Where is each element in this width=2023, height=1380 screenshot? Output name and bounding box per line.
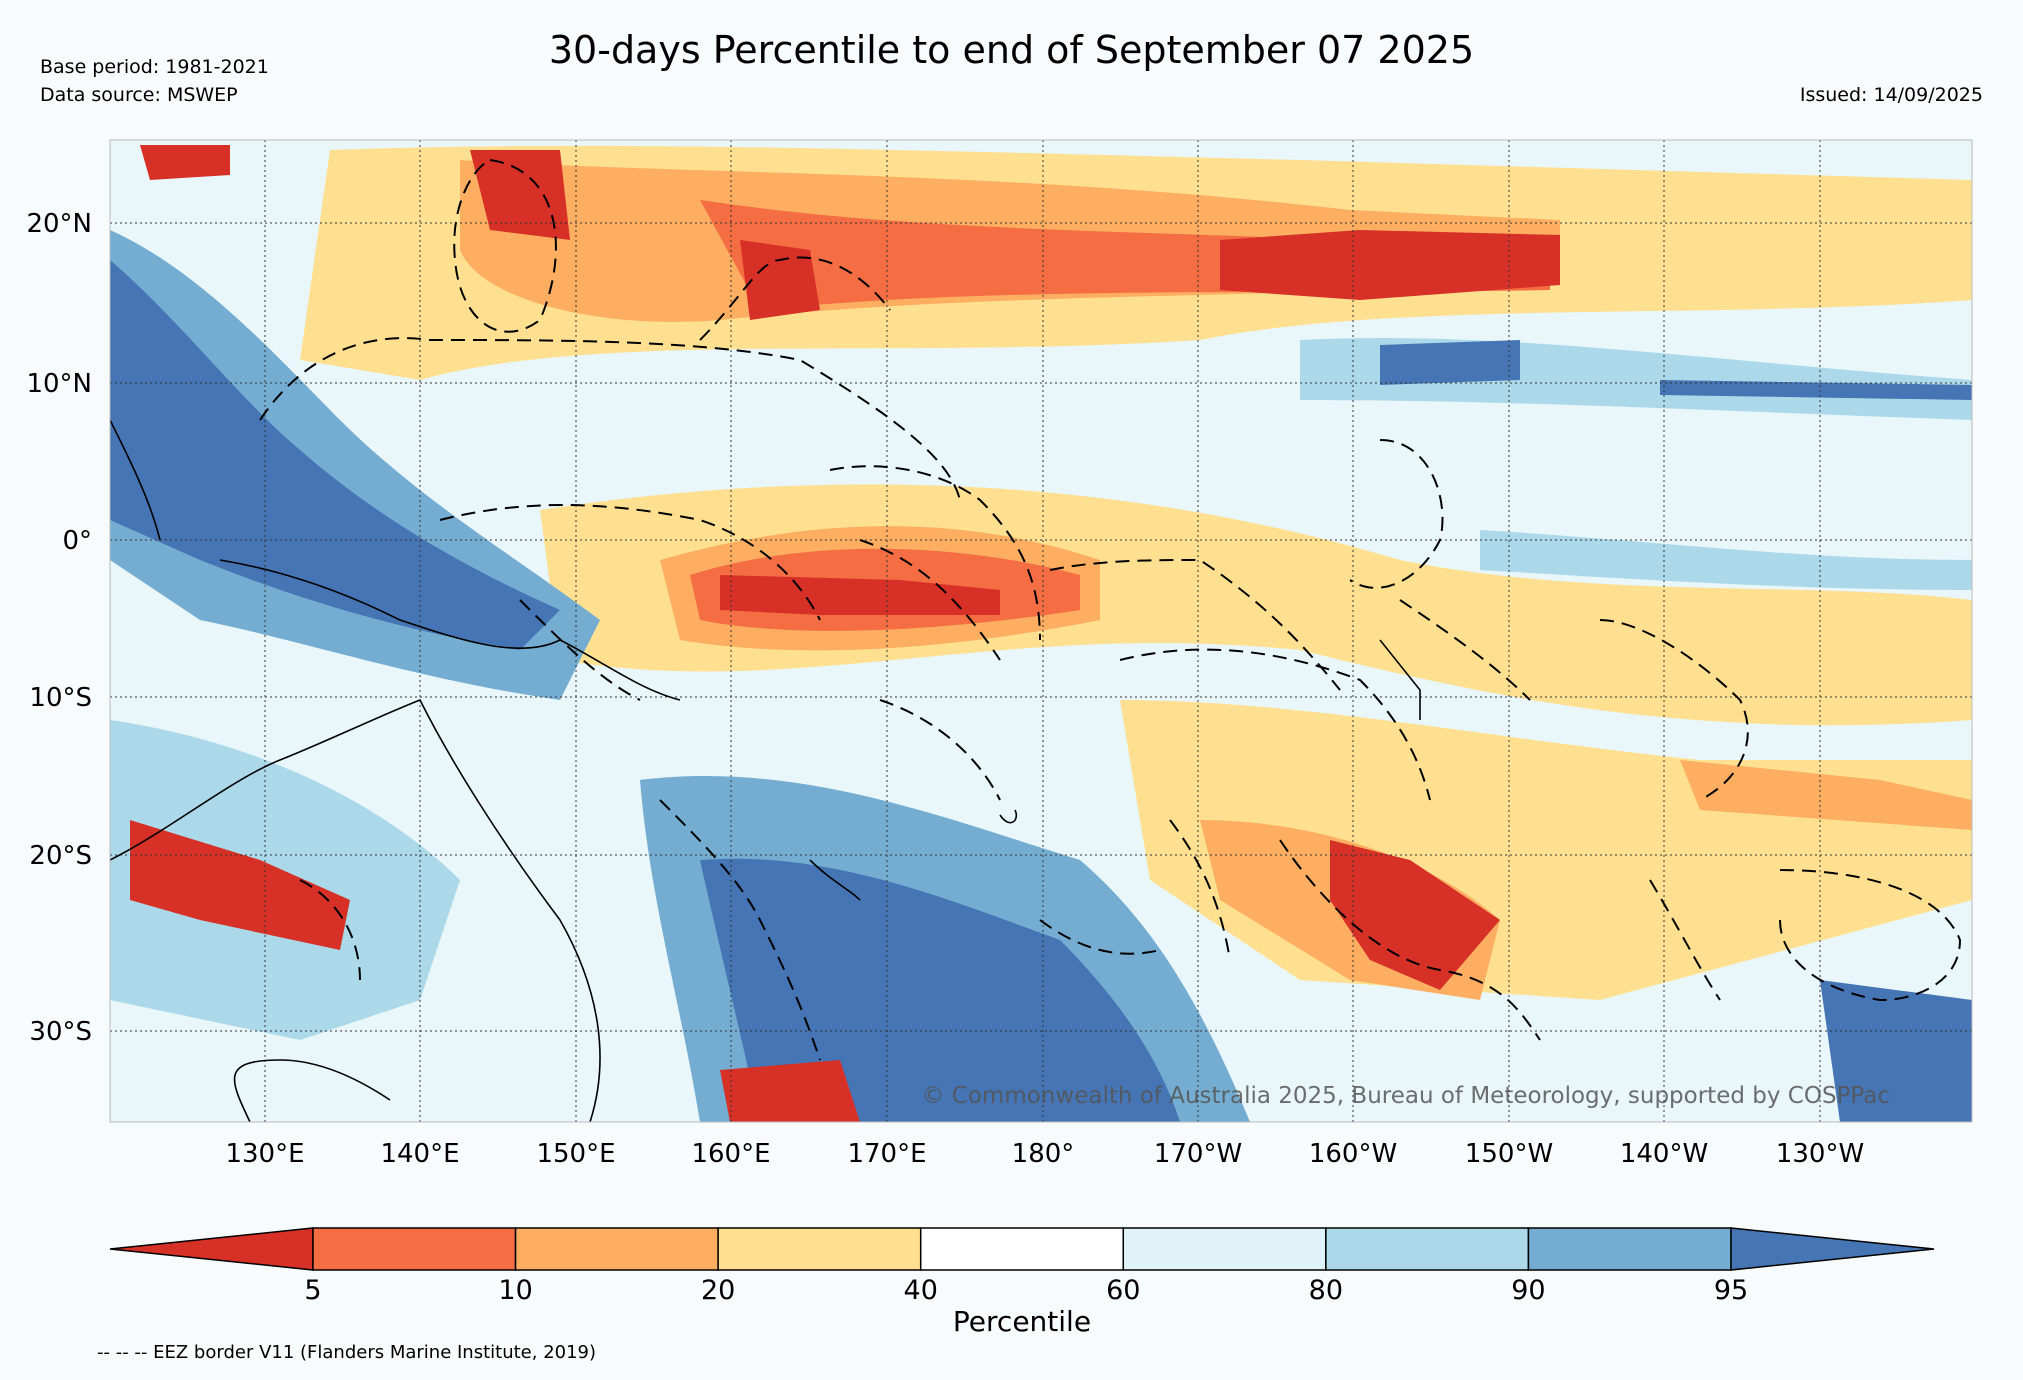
lon-label-170e: 170°E: [847, 1139, 926, 1169]
colorbar: 5 10 20 40 60 80 90 95 Percentile: [109, 1227, 1935, 1338]
colorbar-title: Percentile: [953, 1305, 1091, 1338]
lon-label-150e: 150°E: [536, 1139, 615, 1169]
colorbar-segment: [312, 1227, 517, 1271]
colorbar-extend-low: [109, 1227, 314, 1271]
colorbar-tick-label: 5: [304, 1275, 321, 1306]
colorbar-extend-high: [1730, 1227, 1935, 1271]
lat-label-0: 0°: [62, 526, 92, 556]
lon-label-130w: 130°W: [1776, 1139, 1864, 1169]
lat-label-20n: 20°N: [26, 209, 92, 239]
lat-label-30s: 30°S: [29, 1017, 92, 1047]
colorbar-segments: [109, 1227, 1935, 1271]
colorbar-tick-label: 20: [701, 1275, 735, 1306]
eez-footnote: -- -- -- EEZ border V11 (Flanders Marine…: [97, 1342, 597, 1363]
lon-label-160w: 160°W: [1309, 1139, 1397, 1169]
colorbar-segment: [1325, 1227, 1530, 1271]
lat-label-10n: 10°N: [26, 369, 92, 399]
colorbar-segment: [1122, 1227, 1327, 1271]
colorbar-tick-label: 90: [1511, 1275, 1545, 1306]
lon-label-150w: 150°W: [1465, 1139, 1553, 1169]
lon-label-180: 180°: [1012, 1139, 1075, 1169]
lon-label-130e: 130°E: [225, 1139, 304, 1169]
colorbar-tick-label: 10: [498, 1275, 532, 1306]
lat-label-10s: 10°S: [29, 683, 92, 713]
lon-label-140e: 140°E: [380, 1139, 459, 1169]
colorbar-ticks: 5 10 20 40 60 80 90 95: [304, 1275, 1748, 1306]
copyright-notice: © Commonwealth of Australia 2025, Bureau…: [921, 1083, 1890, 1109]
colorbar-segment: [514, 1227, 719, 1271]
lon-label-170w: 170°W: [1154, 1139, 1242, 1169]
graticule: [110, 140, 1972, 1122]
lon-label-160e: 160°E: [691, 1139, 770, 1169]
colorbar-tick-label: 95: [1714, 1275, 1748, 1306]
eez-borders: [259, 158, 1962, 1061]
colorbar-segment: [1527, 1227, 1732, 1271]
colorbar-segment: [717, 1227, 922, 1271]
lat-label-20s: 20°S: [29, 841, 92, 871]
map: © Commonwealth of Australia 2025, Bureau…: [26, 139, 1973, 1169]
map-field: [110, 140, 1972, 1122]
coastlines: [110, 419, 1421, 1122]
chart-title: 30-days Percentile to end of September 0…: [548, 28, 1475, 72]
data-source: Data source: MSWEP: [40, 84, 238, 106]
issued-date: Issued: 14/09/2025: [1799, 84, 1983, 106]
base-period: Base period: 1981-2021: [40, 56, 269, 78]
colorbar-tick-label: 40: [904, 1275, 938, 1306]
colorbar-tick-label: 60: [1106, 1275, 1140, 1306]
colorbar-tick-label: 80: [1309, 1275, 1343, 1306]
colorbar-segment: [919, 1227, 1125, 1271]
lon-label-140w: 140°W: [1620, 1139, 1708, 1169]
